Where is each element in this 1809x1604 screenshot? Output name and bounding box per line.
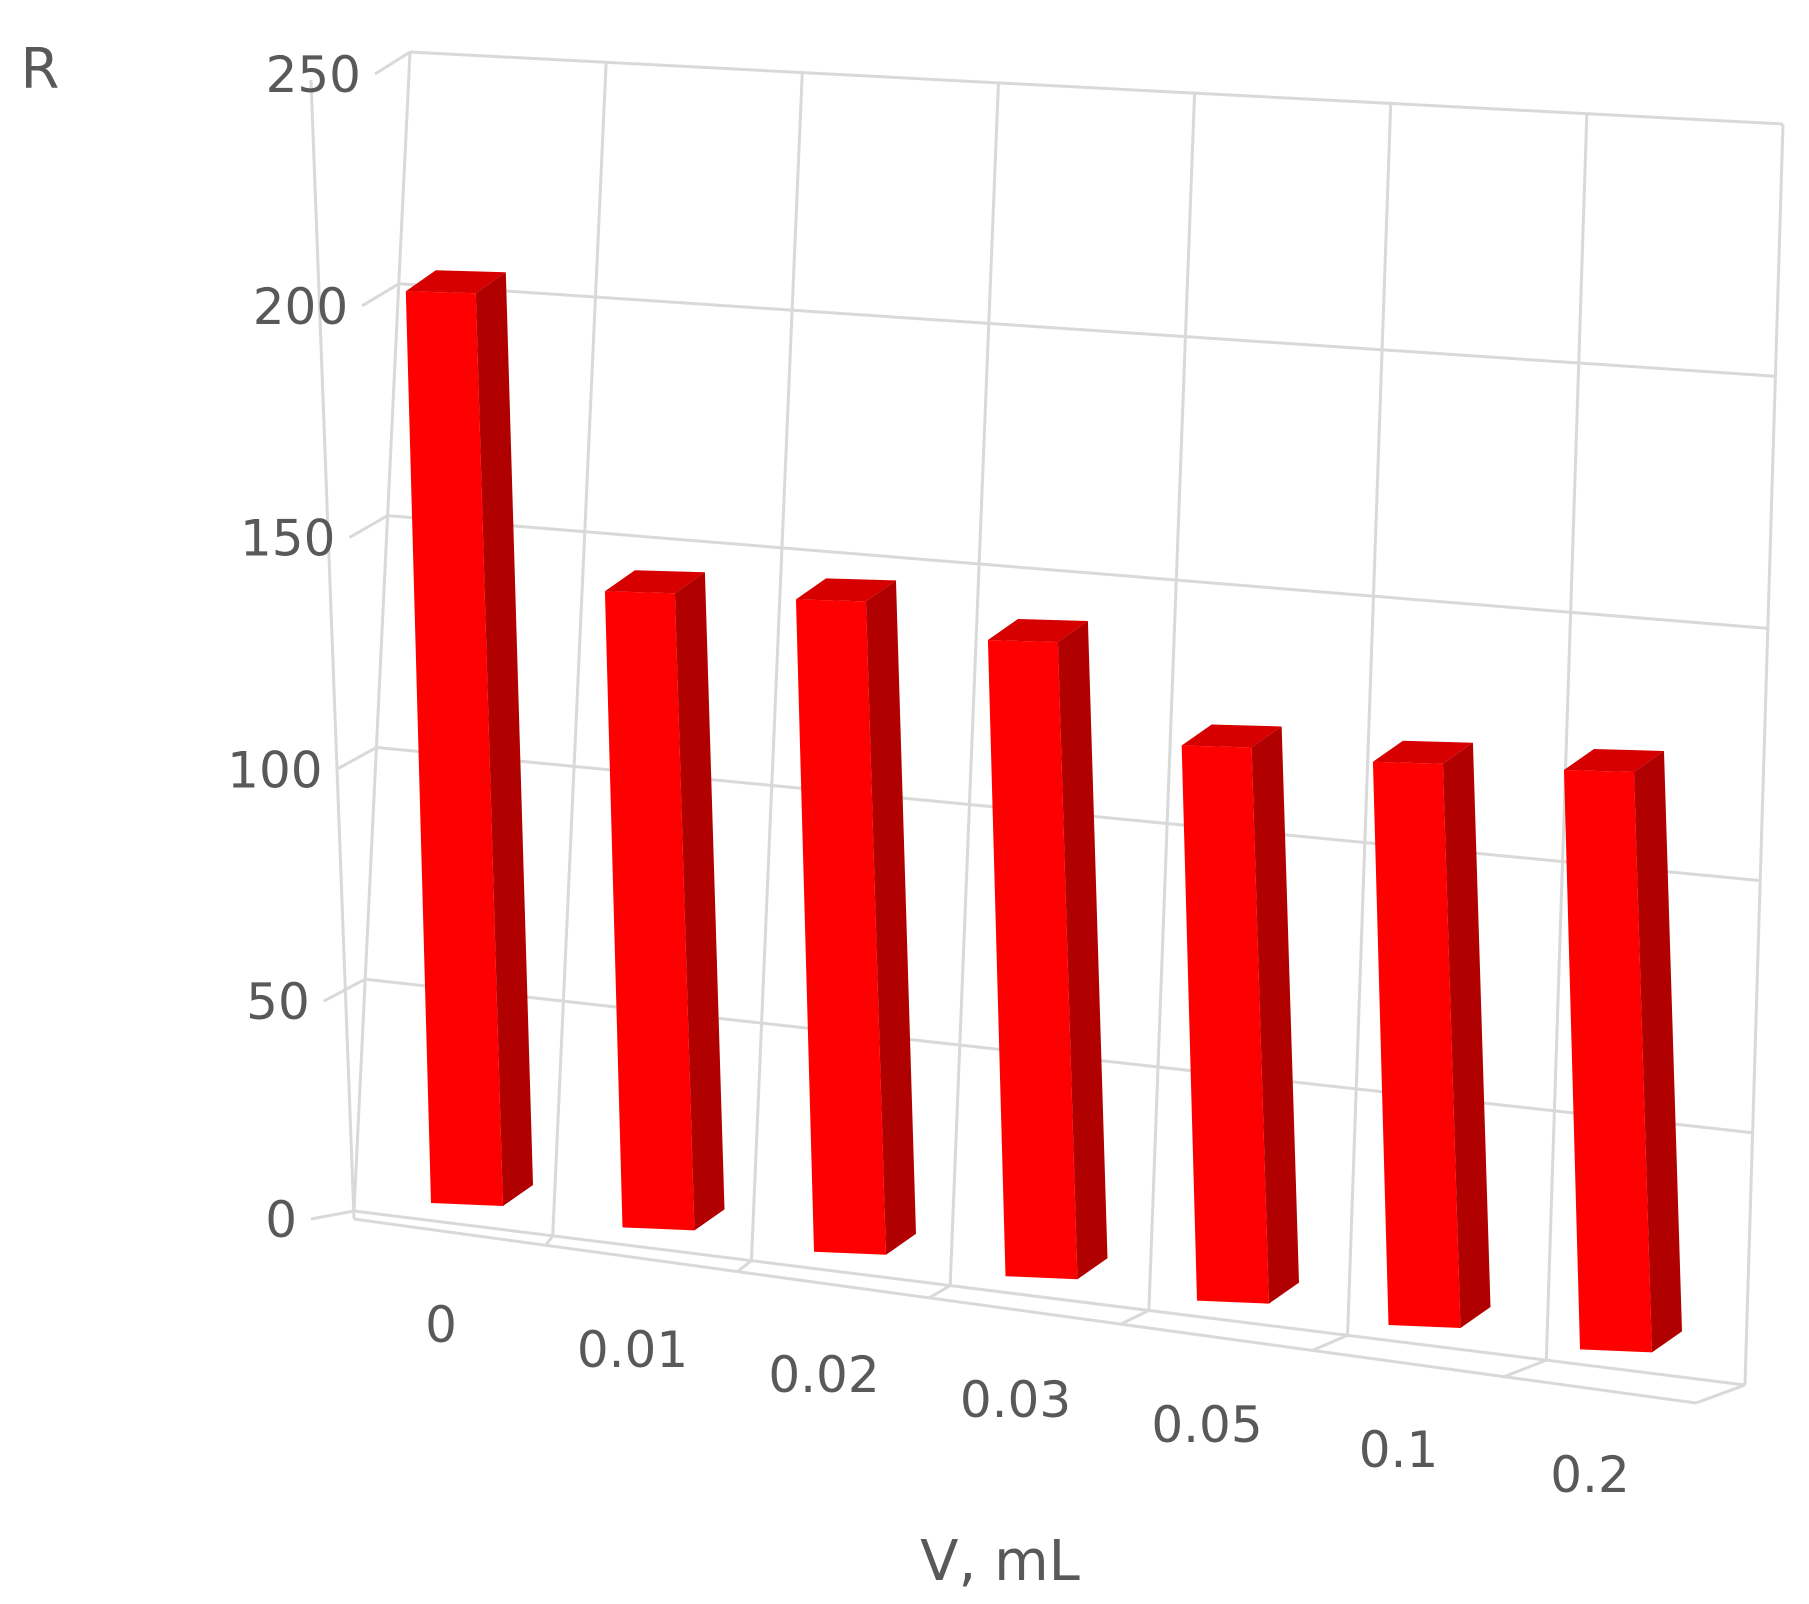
x-tick-label: 0.1	[1359, 1421, 1439, 1479]
bar-front-face	[1372, 761, 1461, 1328]
y-tick-label: 0	[265, 1191, 297, 1249]
y-tick-label: 100	[227, 741, 322, 799]
bar-top-face	[987, 619, 1088, 643]
bar-front-face	[1563, 769, 1652, 1353]
y-tick-label: 50	[246, 973, 310, 1031]
y-tick-label: 200	[253, 278, 348, 336]
x-tick-label: 0.2	[1550, 1446, 1630, 1504]
bar-front-face	[405, 291, 503, 1206]
floor-divider	[544, 1234, 554, 1247]
bar-side-face	[1633, 750, 1682, 1353]
back-gridline	[353, 1209, 1746, 1387]
vertical-gridline	[1743, 123, 1785, 1386]
floor-front-edge	[353, 1217, 1697, 1405]
floor-divider	[736, 1259, 753, 1273]
x-tick-label: 0.02	[768, 1346, 879, 1404]
bar-side-face	[865, 580, 916, 1255]
y-axis-title: R	[21, 37, 60, 102]
side-gridline	[374, 50, 411, 76]
x-tick-label: 0.03	[960, 1371, 1071, 1429]
bar-front-face	[604, 591, 695, 1231]
x-tick-label: 0	[425, 1296, 457, 1354]
vertical-gridline	[948, 82, 1000, 1286]
x-tick-labels: 0 0.01 0.02 0.03 0.05 0.1 0.2	[425, 1296, 1630, 1504]
vertical-gridline	[1544, 113, 1589, 1361]
side-gridline	[335, 746, 378, 771]
back-gridline	[398, 282, 1776, 378]
side-wall-edge	[309, 79, 356, 1220]
vertical-gridline	[352, 51, 412, 1212]
y-tick-label: 250	[266, 46, 361, 104]
vertical-gridline	[551, 62, 608, 1236]
bar-side-face	[475, 272, 533, 1206]
bar-top-face	[795, 578, 896, 602]
bar-top-face	[1372, 740, 1473, 764]
vertical-gridline	[749, 72, 804, 1261]
bars-layer	[405, 270, 1682, 1353]
side-gridline	[348, 514, 389, 539]
bar-top-face	[604, 570, 705, 594]
vertical-gridline	[1147, 93, 1197, 1311]
bar-top-face	[405, 270, 506, 294]
y-tick-label: 150	[240, 510, 335, 568]
back-gridline	[409, 50, 1784, 126]
floor-divider	[928, 1284, 951, 1300]
bar-side-face	[674, 572, 725, 1231]
x-axis-title: V, mL	[920, 1529, 1080, 1594]
bar-top-face	[1181, 724, 1282, 748]
side-gridline	[361, 282, 400, 308]
x-tick-label: 0.01	[577, 1321, 688, 1379]
side-gridline	[310, 1209, 355, 1221]
back-gridline	[387, 514, 1768, 630]
floor-right-edge	[1695, 1383, 1746, 1405]
bar-front-face	[987, 640, 1078, 1280]
floor-divider	[1311, 1333, 1349, 1352]
floor-divider	[1503, 1358, 1547, 1379]
bar-side-face	[1251, 726, 1299, 1304]
x-tick-label: 0.05	[1151, 1396, 1262, 1454]
bar-front-face	[1181, 745, 1269, 1304]
bar-top-face	[1563, 748, 1664, 772]
bar-side-face	[1057, 621, 1108, 1280]
y-tick-labels: 0 50 100 150 200 250	[227, 46, 361, 1249]
vertical-gridline	[1346, 103, 1393, 1336]
floor-divider	[1120, 1309, 1150, 1326]
bar-front-face	[795, 599, 886, 1255]
bar-side-face	[1442, 742, 1491, 1328]
